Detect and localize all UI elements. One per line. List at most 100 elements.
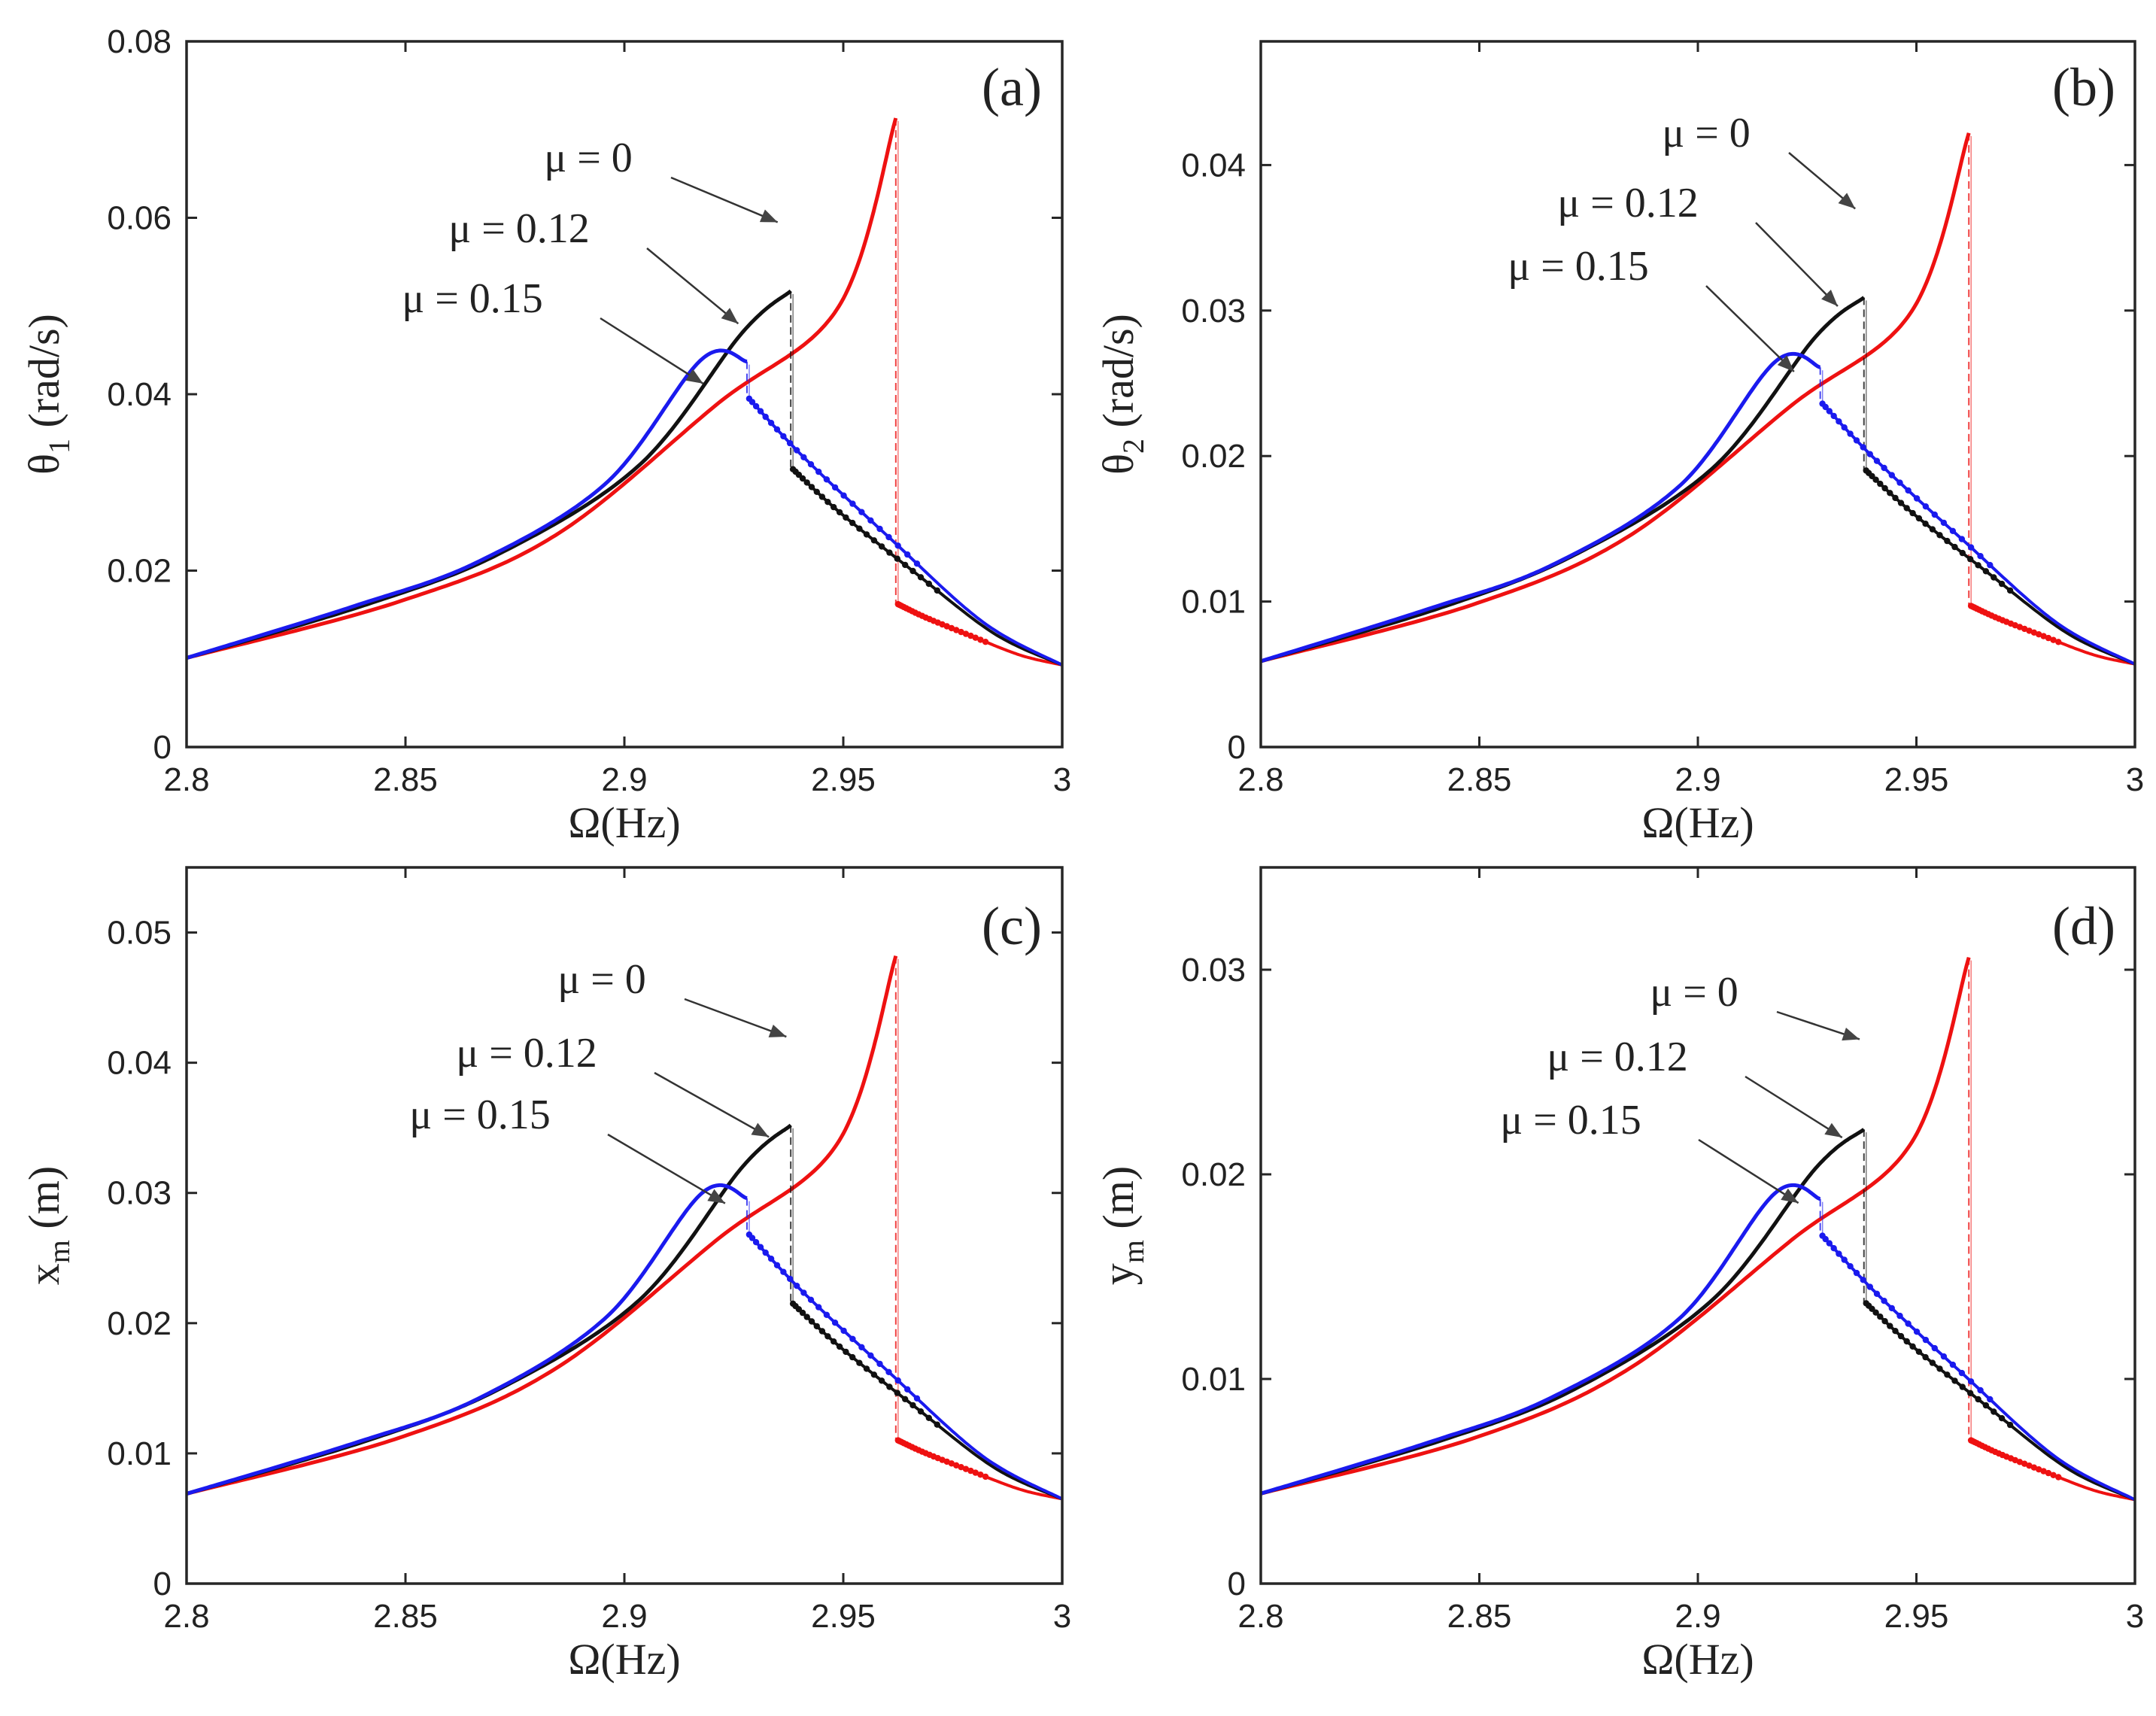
y-tick-label: 0.08 bbox=[107, 23, 172, 60]
data-point bbox=[803, 479, 810, 486]
series-mu-0-15 bbox=[186, 348, 1063, 667]
data-point bbox=[786, 439, 794, 447]
data-point bbox=[917, 574, 925, 581]
data-point bbox=[885, 1368, 892, 1376]
x-tick-label: 2.85 bbox=[373, 761, 438, 798]
x-axis: 2.8 2.85 2.9 2.95 3 Ω(Hz) bbox=[1237, 41, 2144, 847]
data-point bbox=[1977, 1386, 1984, 1394]
data-point bbox=[2030, 629, 2038, 636]
data-point bbox=[894, 555, 901, 562]
annotation-arrowhead bbox=[1821, 289, 1838, 306]
annotation-arrowhead bbox=[721, 308, 739, 324]
y-tick-label: 0.04 bbox=[1181, 147, 1246, 184]
data-point bbox=[1877, 480, 1884, 487]
y-tick-label: 0.06 bbox=[107, 200, 172, 237]
y-axis-title-subscript: m bbox=[1116, 1240, 1150, 1263]
annotation-arrow bbox=[600, 317, 704, 384]
y-tick-label: 0.05 bbox=[107, 915, 172, 952]
data-point bbox=[909, 567, 916, 575]
y-axis-title-symbol: θ bbox=[20, 454, 68, 475]
data-point bbox=[1967, 544, 1975, 551]
x-tick-label: 2.8 bbox=[163, 1598, 209, 1635]
y-axis-title: θ1 (rad/s) bbox=[20, 314, 76, 475]
annotations: μ = 0 μ = 0.12 μ = 0.15 bbox=[1500, 969, 1860, 1204]
y-tick-label: 0.04 bbox=[107, 1045, 172, 1082]
y-axis: 0 0.01 0.02 0.03 ym (m) bbox=[1094, 952, 2135, 1602]
y-tick-label: 0.02 bbox=[107, 1305, 172, 1342]
data-point bbox=[2006, 1421, 2014, 1429]
data-point bbox=[1922, 1336, 1930, 1344]
annotation-label: μ = 0.15 bbox=[409, 1092, 551, 1138]
series-line-upper-branch bbox=[186, 348, 748, 660]
data-point bbox=[794, 447, 800, 454]
series-line-upper-branch bbox=[186, 117, 898, 661]
data-point bbox=[800, 454, 807, 460]
annotation-arrowhead bbox=[1842, 1028, 1860, 1041]
data-point bbox=[824, 499, 831, 506]
annotation-arrow bbox=[1705, 285, 1795, 372]
y-tick-label: 0 bbox=[1228, 1566, 1246, 1602]
data-point bbox=[1881, 464, 1887, 472]
data-point bbox=[1951, 543, 1958, 551]
data-point bbox=[1866, 1283, 1873, 1290]
y-axis-title: xm (m) bbox=[20, 1166, 76, 1285]
annotation-arrow bbox=[646, 248, 739, 325]
data-point bbox=[824, 1333, 831, 1340]
data-point bbox=[2045, 634, 2052, 642]
chart-panel-a: μ = 0 μ = 0.12 μ = 0.15 2.8 2.85 2.9 2.95 3 Ω(Hz… bbox=[20, 23, 1071, 847]
data-point bbox=[1958, 536, 1966, 542]
data-point bbox=[958, 1464, 964, 1471]
data-point bbox=[913, 1395, 921, 1402]
data-point bbox=[762, 1249, 769, 1256]
data-point bbox=[1977, 553, 1984, 560]
data-point bbox=[1873, 1290, 1881, 1298]
data-point bbox=[1913, 495, 1921, 502]
data-point bbox=[1872, 1309, 1879, 1316]
x-axis-title: Ω(Hz) bbox=[1641, 1635, 1754, 1684]
data-point bbox=[849, 1353, 856, 1361]
data-point bbox=[1896, 479, 1903, 486]
annotation-label: μ = 0 bbox=[1662, 110, 1751, 156]
data-point bbox=[904, 551, 911, 558]
x-tick-label: 3 bbox=[2126, 761, 2144, 798]
data-point bbox=[767, 1256, 775, 1262]
data-point bbox=[773, 426, 781, 433]
series-mu-0-12 bbox=[1260, 1128, 2136, 1502]
y-tick-label: 0 bbox=[1228, 729, 1246, 766]
data-point bbox=[799, 475, 806, 482]
y-tick-label: 0.02 bbox=[1181, 438, 1246, 475]
data-point bbox=[2055, 1474, 2062, 1481]
series-line-upper-branch bbox=[1260, 132, 1971, 664]
data-point bbox=[1940, 519, 1948, 527]
data-point bbox=[1967, 556, 1974, 563]
data-point bbox=[1944, 537, 1951, 545]
data-point bbox=[1931, 1344, 1938, 1352]
data-point bbox=[2055, 639, 2062, 645]
annotation-arrowhead bbox=[685, 369, 703, 384]
y-axis-title-unit: (m) bbox=[1094, 1166, 1143, 1240]
annotation-label: μ = 0 bbox=[557, 956, 646, 1003]
chart-panel-d: μ = 0 μ = 0.12 μ = 0.15 2.8 2.85 2.9 2.95 3 Ω(Hz… bbox=[1094, 866, 2144, 1684]
data-point bbox=[1958, 1369, 1966, 1377]
data-point bbox=[2030, 1464, 2038, 1471]
data-point bbox=[836, 1343, 843, 1350]
data-point bbox=[1897, 500, 1905, 506]
y-axis: 0 0.01 0.02 0.03 0.04 θ2 (rad/s) bbox=[1094, 147, 2135, 766]
y-tick-label: 0.01 bbox=[107, 1435, 172, 1472]
annotation-arrow bbox=[1698, 1138, 1799, 1204]
series-line-upper-branch bbox=[1260, 351, 1821, 664]
data-point bbox=[1929, 526, 1936, 533]
data-point bbox=[1847, 1263, 1854, 1270]
data-point bbox=[762, 413, 769, 421]
annotation-arrowhead bbox=[1777, 355, 1794, 372]
x-tick-label: 2.9 bbox=[1675, 761, 1720, 798]
data-point bbox=[840, 492, 847, 499]
data-point bbox=[823, 1311, 831, 1319]
series-mu-0 bbox=[186, 955, 1063, 1501]
data-point bbox=[1944, 1371, 1951, 1378]
data-point bbox=[1967, 1378, 1975, 1385]
data-point bbox=[813, 488, 821, 495]
data-point bbox=[1936, 1365, 1943, 1372]
data-point bbox=[1915, 1348, 1923, 1356]
panel-label: (c) bbox=[982, 896, 1042, 956]
